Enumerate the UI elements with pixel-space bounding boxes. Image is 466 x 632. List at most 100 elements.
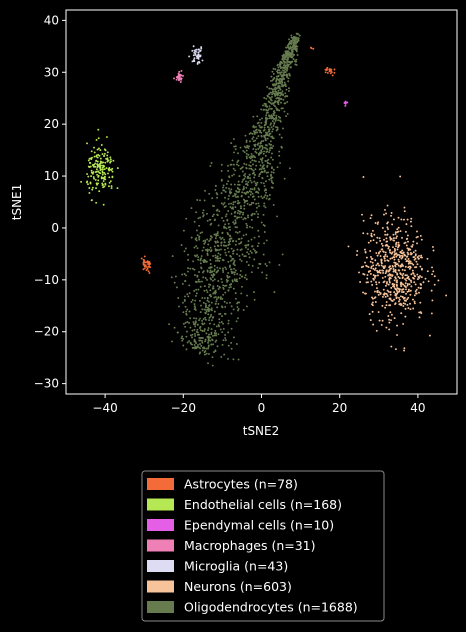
- point-neurons: [381, 319, 384, 322]
- x-tick-label: −40: [92, 401, 117, 415]
- point-oligodendrocytes: [200, 267, 203, 270]
- point-oligodendrocytes: [236, 202, 239, 205]
- point-oligodendrocytes: [236, 217, 238, 220]
- point-neurons: [398, 290, 401, 293]
- point-oligodendrocytes: [210, 270, 213, 273]
- point-neurons: [392, 237, 395, 240]
- point-oligodendrocytes: [229, 301, 231, 304]
- point-oligodendrocytes: [283, 110, 286, 113]
- point-endothelial-cells: [85, 181, 88, 184]
- point-neurons: [419, 275, 422, 277]
- point-oligodendrocytes: [236, 306, 239, 309]
- point-oligodendrocytes: [262, 104, 264, 107]
- point-oligodendrocytes: [243, 201, 246, 204]
- point-oligodendrocytes: [286, 100, 289, 103]
- point-oligodendrocytes: [184, 305, 187, 308]
- point-oligodendrocytes: [289, 66, 292, 69]
- point-oligodendrocytes: [287, 50, 290, 53]
- point-neurons: [405, 292, 407, 295]
- point-neurons: [431, 273, 434, 276]
- point-oligodendrocytes: [271, 115, 274, 118]
- point-oligodendrocytes: [211, 356, 214, 359]
- point-neurons: [364, 292, 366, 295]
- point-oligodendrocytes: [206, 278, 208, 281]
- point-endothelial-cells: [105, 167, 108, 170]
- point-oligodendrocytes: [220, 278, 223, 281]
- point-oligodendrocytes: [284, 64, 287, 67]
- point-oligodendrocytes: [238, 254, 241, 257]
- point-neurons: [407, 296, 410, 299]
- point-neurons: [372, 274, 375, 277]
- point-oligodendrocytes: [249, 161, 252, 164]
- point-oligodendrocytes: [282, 56, 284, 58]
- point-oligodendrocytes: [216, 345, 219, 348]
- point-oligodendrocytes: [232, 163, 235, 166]
- point-astrocytes: [326, 71, 329, 74]
- point-oligodendrocytes: [221, 216, 223, 219]
- point-oligodendrocytes: [261, 177, 264, 180]
- point-oligodendrocytes: [231, 174, 234, 177]
- point-oligodendrocytes: [221, 297, 224, 300]
- point-oligodendrocytes: [253, 198, 256, 201]
- point-oligodendrocytes: [212, 343, 215, 346]
- point-endothelial-cells: [106, 151, 109, 154]
- points-layer: [80, 32, 448, 367]
- point-oligodendrocytes: [222, 271, 225, 273]
- point-oligodendrocytes: [247, 214, 249, 217]
- point-neurons: [369, 260, 372, 263]
- point-neurons: [388, 266, 391, 269]
- point-neurons: [406, 247, 409, 250]
- point-neurons: [390, 299, 393, 302]
- point-neurons: [381, 276, 384, 279]
- point-oligodendrocytes: [279, 92, 282, 95]
- point-neurons: [382, 281, 385, 284]
- point-neurons: [393, 256, 396, 259]
- point-oligodendrocytes: [247, 240, 250, 243]
- point-neurons: [406, 284, 409, 287]
- point-oligodendrocytes: [266, 137, 269, 140]
- point-neurons: [409, 308, 412, 311]
- point-oligodendrocytes: [203, 353, 206, 356]
- point-oligodendrocytes: [213, 245, 216, 248]
- point-neurons: [406, 290, 409, 293]
- point-oligodendrocytes: [291, 36, 294, 39]
- point-oligodendrocytes: [235, 343, 238, 345]
- point-neurons: [362, 232, 365, 235]
- point-oligodendrocytes: [250, 191, 253, 193]
- point-oligodendrocytes: [239, 269, 242, 272]
- point-oligodendrocytes: [278, 263, 281, 266]
- point-neurons: [396, 253, 399, 256]
- point-neurons: [403, 269, 406, 272]
- point-oligodendrocytes: [234, 226, 237, 228]
- point-oligodendrocytes: [190, 301, 193, 303]
- point-oligodendrocytes: [185, 348, 188, 351]
- point-oligodendrocytes: [265, 197, 268, 200]
- point-oligodendrocytes: [184, 325, 187, 328]
- point-oligodendrocytes: [264, 138, 267, 141]
- point-oligodendrocytes: [240, 237, 243, 240]
- point-oligodendrocytes: [259, 118, 261, 121]
- point-oligodendrocytes: [257, 191, 260, 194]
- point-macrophages: [178, 70, 181, 73]
- point-oligodendrocytes: [264, 123, 267, 126]
- point-oligodendrocytes: [242, 149, 245, 152]
- point-endothelial-cells: [91, 188, 94, 191]
- point-oligodendrocytes: [268, 149, 271, 152]
- point-oligodendrocytes: [230, 212, 233, 215]
- point-neurons: [382, 267, 385, 270]
- point-oligodendrocytes: [222, 269, 224, 272]
- point-oligodendrocytes: [187, 270, 189, 273]
- point-oligodendrocytes: [243, 255, 246, 258]
- point-oligodendrocytes: [266, 165, 269, 168]
- point-oligodendrocytes: [211, 276, 214, 278]
- point-neurons: [386, 222, 389, 225]
- point-oligodendrocytes: [238, 212, 241, 215]
- point-oligodendrocytes: [277, 91, 279, 94]
- point-oligodendrocytes: [209, 246, 212, 249]
- point-endothelial-cells: [102, 203, 105, 206]
- point-neurons: [394, 233, 397, 235]
- point-oligodendrocytes: [244, 255, 247, 258]
- point-oligodendrocytes: [227, 241, 230, 244]
- point-neurons: [365, 281, 368, 284]
- point-oligodendrocytes: [204, 350, 207, 353]
